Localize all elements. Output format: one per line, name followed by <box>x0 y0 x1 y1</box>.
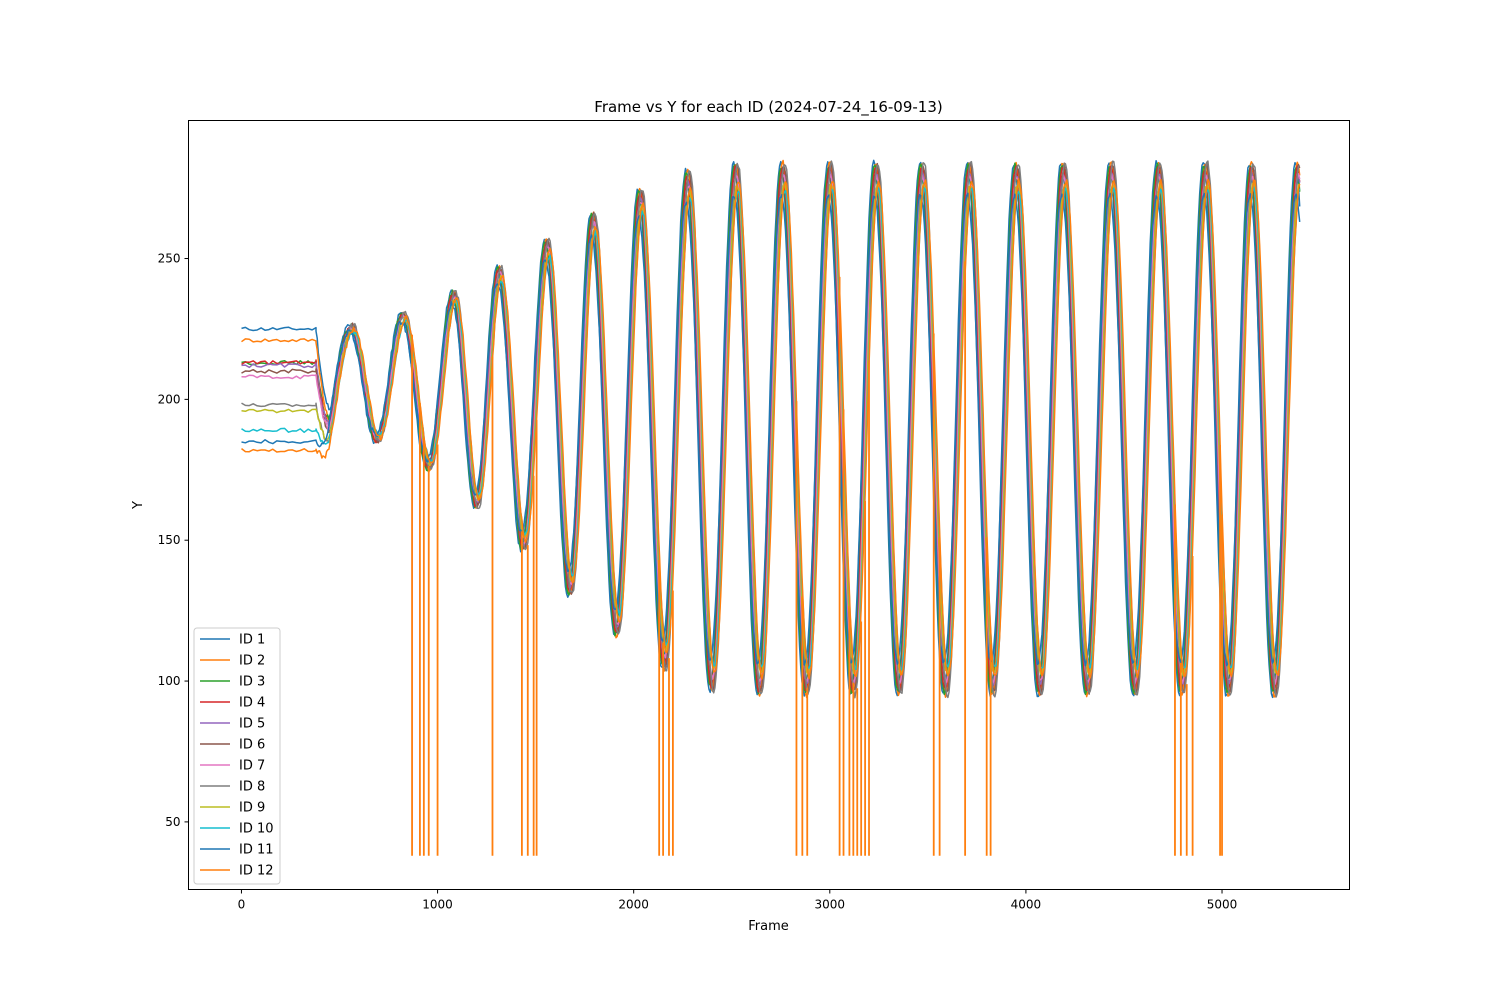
y-axis-label: Y <box>131 501 146 510</box>
x-tick-label: 0 <box>238 898 246 912</box>
series-layer <box>241 159 1301 856</box>
x-tick-label: 2000 <box>618 898 649 912</box>
y-tick-label: 250 <box>158 252 181 266</box>
legend-frame <box>193 627 281 885</box>
plot-area-frame <box>188 120 1350 890</box>
chart-title: Frame vs Y for each ID (2024-07-24_16-09… <box>594 98 942 117</box>
legend-label: ID 2 <box>239 654 265 669</box>
legend-label: ID 5 <box>239 717 265 732</box>
x-axis-label: Frame <box>748 919 789 934</box>
y-tick-label: 100 <box>158 674 181 688</box>
y-tick-label: 200 <box>158 392 181 406</box>
series-line-12 <box>241 178 1301 680</box>
legend-label: ID 9 <box>239 801 265 816</box>
legend-label: ID 12 <box>239 864 274 879</box>
y-axis-ticks: 50 100 150 200 250 <box>158 252 189 829</box>
legend-label: ID 4 <box>239 696 265 711</box>
legend-items: ID 1 ID 2 ID 3 ID 4 ID 5 ID 6 ID 7 ID 8 ID 9 ID 1… <box>200 633 274 879</box>
x-tick-label: 5000 <box>1207 898 1238 912</box>
legend-label: ID 11 <box>239 843 274 858</box>
y-tick-label: 150 <box>158 533 181 547</box>
legend-label: ID 1 <box>239 633 265 648</box>
x-tick-label: 4000 <box>1011 898 1042 912</box>
legend-label: ID 6 <box>239 738 265 753</box>
legend: ID 1 ID 2 ID 3 ID 4 ID 5 ID 6 ID 7 ID 8 ID 9 ID 1… <box>193 627 281 885</box>
x-axis-ticks: 0 1000 2000 3000 4000 5000 <box>238 889 1238 912</box>
x-tick-label: 1000 <box>422 898 453 912</box>
x-tick-label: 3000 <box>815 898 846 912</box>
legend-label: ID 7 <box>239 759 265 774</box>
legend-label: ID 10 <box>239 822 274 837</box>
y-tick-label: 50 <box>165 815 180 829</box>
legend-label: ID 8 <box>239 780 265 795</box>
legend-label: ID 3 <box>239 675 265 690</box>
